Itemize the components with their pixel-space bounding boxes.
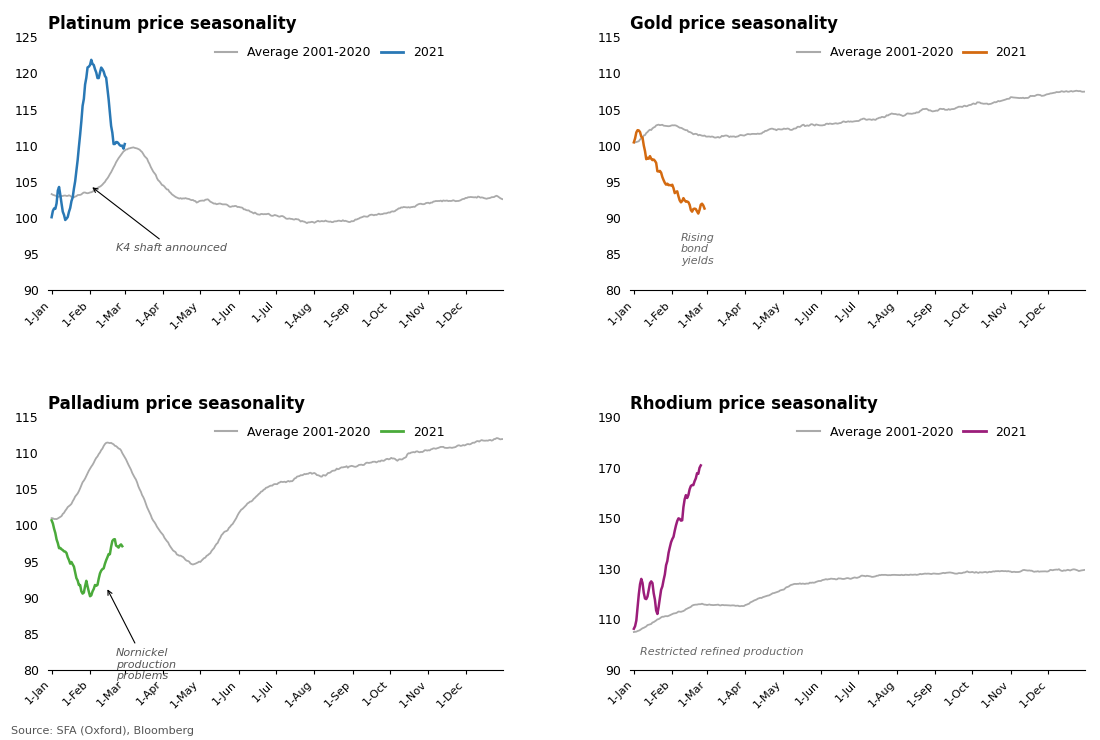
Text: Rhodium price seasonality: Rhodium price seasonality — [630, 394, 878, 413]
Text: Rising
bond
yields: Rising bond yields — [681, 232, 715, 266]
Text: Platinum price seasonality: Platinum price seasonality — [48, 15, 297, 33]
Legend: Average 2001-2020, 2021: Average 2001-2020, 2021 — [210, 41, 450, 64]
Text: K4 shaft announced: K4 shaft announced — [94, 188, 227, 253]
Legend: Average 2001-2020, 2021: Average 2001-2020, 2021 — [210, 420, 450, 444]
Text: Restricted refined production: Restricted refined production — [640, 648, 803, 657]
Legend: Average 2001-2020, 2021: Average 2001-2020, 2021 — [792, 420, 1032, 444]
Text: Nornickel
production
problems: Nornickel production problems — [108, 591, 176, 682]
Text: Source: SFA (Oxford), Bloomberg: Source: SFA (Oxford), Bloomberg — [11, 726, 194, 736]
Legend: Average 2001-2020, 2021: Average 2001-2020, 2021 — [792, 41, 1032, 64]
Text: Palladium price seasonality: Palladium price seasonality — [48, 394, 305, 413]
Text: Gold price seasonality: Gold price seasonality — [630, 15, 838, 33]
